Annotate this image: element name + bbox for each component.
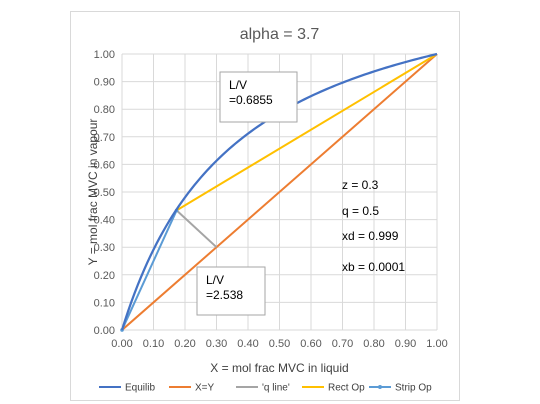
annotation-box <box>219 71 298 123</box>
chart-title: alpha = 3.7 <box>240 26 320 43</box>
y-tick-label: 1.00 <box>94 49 115 61</box>
y-tick-label: 0.00 <box>94 325 115 337</box>
x-tick-label: 1.00 <box>426 338 447 350</box>
legend-label: 'q line' <box>262 383 290 394</box>
annotation-text: =0.6855 <box>229 93 273 107</box>
annotation-text: q = 0.5 <box>342 204 379 218</box>
y-tick-label: 0.80 <box>94 104 115 116</box>
x-tick-label: 0.90 <box>395 338 416 350</box>
annotation-text: xd = 0.999 <box>342 229 399 243</box>
x-tick-label: 0.70 <box>332 338 353 350</box>
y-tick-label: 0.90 <box>94 77 115 89</box>
annotation-text: z = 0.3 <box>342 178 379 192</box>
x-axis-title: X = mol frac MVC in liquid <box>210 361 348 375</box>
annotation-box <box>196 266 266 316</box>
annotation-text: L/V <box>229 78 247 92</box>
x-tick-label: 0.20 <box>174 338 195 350</box>
x-tick-label: 0.30 <box>206 338 227 350</box>
y-tick-label: 0.20 <box>94 270 115 282</box>
y-tick-label: 0.40 <box>94 215 115 227</box>
x-tick-label: 0.50 <box>269 338 290 350</box>
legend-marker <box>378 385 382 389</box>
series-line-1 <box>121 53 438 331</box>
annotation-text: =2.538 <box>206 288 243 302</box>
legend-label: Strip Op <box>395 383 432 394</box>
x-tick-label: 0.00 <box>111 338 132 350</box>
x-tick-label: 0.40 <box>237 338 258 350</box>
series-line-2 <box>175 209 218 248</box>
x-tick-label: 0.80 <box>363 338 384 350</box>
chart-area: alpha = 3.7 0.00 0.10 0.20 0.30 0.40 0.50 0.60 0… <box>70 11 460 401</box>
y-axis-title: Y = mol frac MVC in vapour <box>86 119 100 266</box>
annotation-text: xb = 0.0001 <box>342 260 405 274</box>
series-line-3 <box>176 53 438 212</box>
y-tick-label: 0.60 <box>94 159 115 171</box>
chart-svg: alpha = 3.7 0.00 0.10 0.20 0.30 0.40 0.50 0.60 0… <box>86 26 448 394</box>
series-line-4 <box>121 209 178 331</box>
x-tick-label: 0.60 <box>300 338 321 350</box>
y-tick-label: 0.30 <box>94 242 115 254</box>
legend-label: X=Y <box>195 383 215 394</box>
y-tick-label: 0.70 <box>94 132 115 144</box>
y-tick-label: 0.10 <box>94 297 115 309</box>
legend-label: Rect Op <box>328 383 365 394</box>
x-tick-label: 0.10 <box>143 338 164 350</box>
legend-label: Equilib <box>125 383 155 394</box>
y-tick-label: 0.50 <box>94 187 115 199</box>
annotation-text: L/V <box>206 273 224 287</box>
